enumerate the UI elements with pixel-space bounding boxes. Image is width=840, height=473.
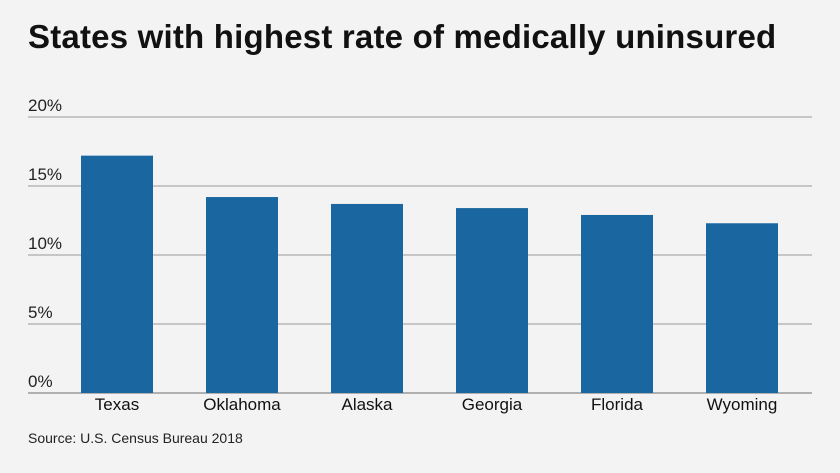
bar-georgia [456, 208, 528, 393]
x-category-label: Wyoming [707, 395, 778, 414]
bar-florida [581, 214, 653, 393]
y-tick-label: 20% [28, 96, 62, 115]
x-category-label: Alaska [341, 395, 393, 414]
x-category-label: Georgia [462, 395, 523, 414]
bar-texas [81, 155, 153, 393]
x-category-label: Oklahoma [203, 395, 281, 414]
x-category-label: Florida [591, 395, 644, 414]
chart-title: States with highest rate of medically un… [28, 18, 777, 55]
y-tick-label: 5% [28, 303, 53, 322]
bar-alaska [331, 203, 403, 393]
y-tick-label: 10% [28, 234, 62, 253]
y-tick-label: 15% [28, 165, 62, 184]
bar-wyoming [706, 223, 778, 393]
x-category-label: Texas [95, 395, 139, 414]
bar-oklahoma [206, 197, 278, 393]
source-note: Source: U.S. Census Bureau 2018 [28, 430, 243, 446]
y-tick-label: 0% [28, 372, 53, 391]
